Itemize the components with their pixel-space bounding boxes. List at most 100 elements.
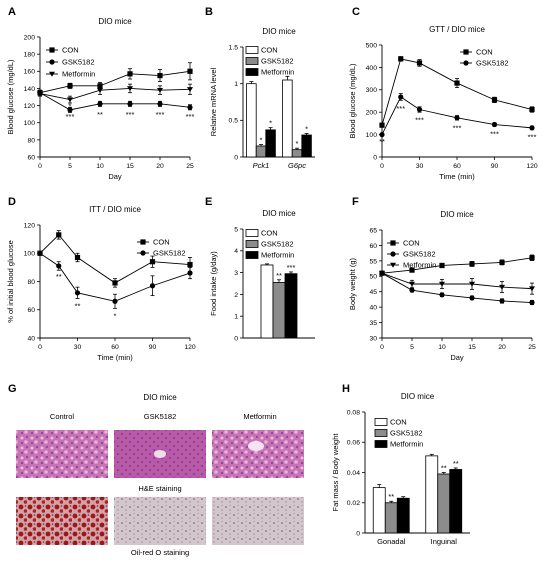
bar-metformin: [396, 497, 410, 534]
series-con: [37, 62, 193, 96]
x-tick-label: 0: [38, 163, 42, 170]
data-point-gsk5182: [379, 132, 385, 138]
legend-marker: [140, 239, 146, 245]
series-line-metformin: [39, 87, 191, 101]
legend-label-gsk5182: GSK5182: [390, 429, 423, 438]
y-tick-label: 65: [369, 227, 377, 234]
category-label-pck1: Pck1: [253, 161, 270, 170]
panel-letter-d: D: [8, 196, 16, 208]
y-tick-label: 80: [27, 137, 35, 144]
significance-marker: *: [69, 102, 72, 111]
y-tick-label: 2: [234, 292, 238, 299]
data-point-con: [56, 232, 62, 238]
legend-swatch: [245, 251, 259, 259]
significance-marker: *: [305, 125, 308, 134]
chart-title: DIO mice: [262, 209, 296, 218]
x-tick-label: 30: [416, 163, 424, 170]
series-gsk5182: [37, 250, 193, 309]
column-label-metformin: Metformin: [243, 412, 276, 421]
legend-marker: [463, 60, 469, 66]
data-point-con: [74, 254, 81, 261]
x-tick-label: 0: [380, 163, 384, 170]
y-tick-label: 40: [369, 305, 377, 312]
y-tick-label: 180: [24, 52, 36, 59]
x-tick-label: 120: [184, 344, 196, 351]
chart-title: DIO mice: [440, 210, 474, 219]
data-point-con: [491, 97, 498, 103]
bar-gsk5182: [255, 145, 267, 158]
y-tick-label: 0.04: [347, 470, 360, 477]
x-tick-label: 0: [38, 344, 42, 351]
bar-con: [260, 264, 274, 339]
y-tick-label: 4: [234, 248, 238, 255]
x-axis-label: Day: [450, 353, 464, 362]
data-point-con: [127, 71, 133, 77]
panel-g-title: DIO mice: [143, 393, 177, 402]
legend-label-con: CON: [403, 239, 420, 248]
legend-swatch: [245, 229, 259, 237]
y-axis-label: Blood glucose (mg/dL): [6, 59, 15, 135]
legend-label-gsk5182: GSK5182: [261, 240, 294, 249]
data-point-con: [409, 267, 415, 273]
x-tick-label: 60: [111, 344, 119, 351]
bar-metformin: [265, 129, 276, 158]
y-tick-label: 0: [234, 154, 238, 161]
bar-gsk5182: [291, 149, 303, 158]
bar-metformin: [449, 469, 463, 534]
data-point-gsk5182: [439, 292, 445, 298]
x-tick-label: 5: [68, 163, 72, 170]
series-con: [379, 56, 535, 128]
chart-title: DIO mice: [98, 17, 132, 26]
significance-marker: ***: [156, 110, 165, 119]
bar-gsk5182: [384, 502, 398, 534]
significance-marker: *: [260, 136, 263, 145]
x-axis-label: Time (min): [439, 172, 475, 181]
data-point-gsk5182: [149, 283, 156, 289]
panel-letter-b: B: [205, 6, 213, 18]
y-tick-label: 60: [27, 154, 35, 161]
legend-label-con: CON: [62, 46, 79, 55]
x-tick-label: 15: [126, 163, 134, 170]
significance-marker: **: [379, 137, 385, 146]
panel-letter-a: A: [8, 6, 16, 18]
legend-marker: [390, 240, 396, 246]
y-axis-label: Fat mass / Body weight: [331, 433, 340, 512]
data-point-con: [529, 106, 535, 113]
legend-swatch: [245, 240, 259, 248]
data-point-gsk5182: [97, 101, 103, 107]
panel-letter-h: H: [342, 383, 350, 395]
significance-marker: **: [75, 302, 81, 311]
y-tick-label: 400: [366, 65, 378, 72]
y-tick-label: 100: [24, 251, 36, 258]
data-point-gsk5182: [529, 125, 535, 131]
legend-label-gsk5182: GSK5182: [476, 59, 509, 68]
significance-marker: ***: [126, 110, 135, 119]
legend-marker: [390, 251, 396, 257]
y-tick-label: 0.5: [229, 118, 239, 125]
legend-label-gsk5182: GSK5182: [153, 249, 186, 258]
legend-label-con: CON: [390, 418, 407, 427]
significance-marker: **: [388, 492, 394, 501]
data-point-metformin: [499, 284, 505, 290]
series-line-gsk5182: [39, 92, 191, 111]
y-tick-label: 40: [27, 335, 35, 342]
significance-marker: ***: [415, 115, 424, 124]
data-point-gsk5182: [112, 298, 118, 304]
legend-label-gsk5182: GSK5182: [62, 58, 95, 67]
series-gsk5182: [379, 93, 535, 138]
y-tick-label: 300: [366, 87, 378, 94]
legend-marker: [49, 71, 55, 77]
oil-image-metformin: [212, 497, 304, 545]
x-tick-label: 10: [438, 344, 446, 351]
y-tick-label: 500: [366, 42, 378, 49]
data-point-con: [439, 262, 445, 269]
legend-label-con: CON: [476, 48, 493, 57]
data-point-gsk5182: [454, 115, 460, 121]
x-tick-label: 90: [149, 344, 157, 351]
y-axis-label: Blood glucose (mg/dL): [348, 63, 357, 139]
chart-title: ITT / DIO mice: [89, 205, 141, 214]
column-label-gsk5182: GSK5182: [144, 412, 177, 421]
data-point-metformin: [529, 286, 535, 292]
y-tick-label: 0.02: [347, 500, 360, 507]
